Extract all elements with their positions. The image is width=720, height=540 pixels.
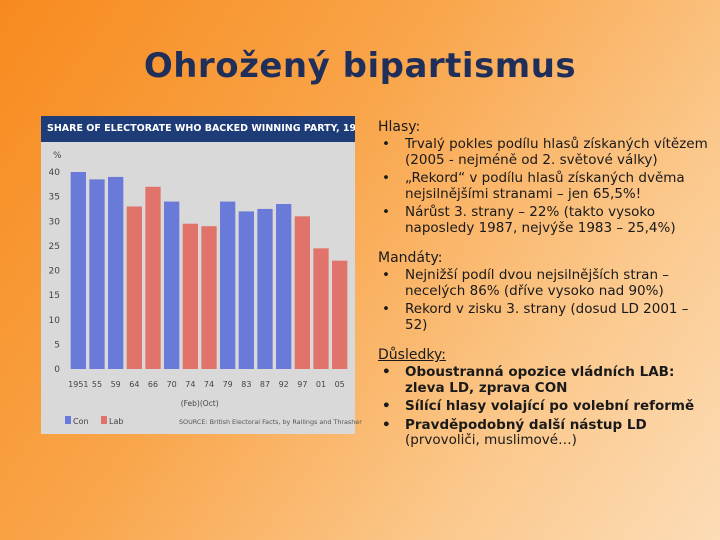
list-item: Pravděpodobný další nástup LD(prvovoliči… [378, 416, 708, 449]
bar [294, 216, 310, 369]
x-tick-label: 92 [279, 380, 289, 389]
y-tick-label: 25 [49, 242, 60, 252]
bar [145, 186, 161, 369]
x-tick-label: 55 [92, 380, 102, 389]
x-tick-label: 97 [297, 380, 307, 389]
chart-title: SHARE OF ELECTORATE WHO BACKED WINNING P… [41, 116, 355, 142]
legend-swatch [65, 416, 71, 424]
list-item-text: Pravděpodobný další nástup LD [405, 416, 647, 433]
legend-swatch [101, 416, 107, 424]
list-item: Trvalý pokles podílu hlasů získaných vít… [378, 136, 708, 168]
x-tick-label: 59 [111, 380, 121, 389]
list-item: Nárůst 3. strany – 22% (takto vysoko nap… [378, 204, 708, 236]
bar [332, 260, 348, 369]
x-tick-label: 74 [185, 380, 195, 389]
x-tick-label: 70 [167, 380, 177, 389]
section-title-mandaty: Mandáty: [378, 250, 443, 266]
chart-source: SOURCE: British Electoral Facts, by Rall… [179, 418, 362, 426]
y-tick-label: 10 [49, 316, 61, 326]
x-tick-label: 83 [241, 380, 251, 389]
x-axis-note: (Feb)(Oct) [181, 399, 219, 408]
section-dusledky: Důsledky: Oboustranná opozice vládních L… [378, 347, 708, 449]
x-tick-label: 64 [129, 380, 139, 389]
y-axis-label: % [53, 151, 62, 161]
x-tick-label: 79 [223, 380, 233, 389]
y-tick-label: 40 [49, 168, 61, 178]
list-item: Sílící hlasy volající po volební reformě [378, 398, 708, 415]
bar [220, 201, 236, 369]
x-tick-label: 1951 [68, 380, 88, 389]
text-content: Hlasy: Trvalý pokles podílu hlasů získan… [378, 119, 708, 463]
y-tick-label: 35 [49, 193, 60, 203]
legend-label: Lab [109, 417, 123, 426]
legend-label: Con [73, 417, 89, 426]
list-item: Nejnižší podíl dvou nejsilnějších stran … [378, 267, 708, 299]
x-tick-label: 87 [260, 380, 270, 389]
list-item-note: (prvovoliči, muslimové…) [405, 432, 577, 448]
bar [164, 201, 180, 369]
y-tick-label: 30 [49, 217, 61, 227]
list-item: Rekord v zisku 3. strany (dosud LD 2001 … [378, 301, 708, 333]
bar [257, 208, 273, 369]
section-hlasy: Hlasy: Trvalý pokles podílu hlasů získan… [378, 119, 708, 236]
slide-title: Ohrožený bipartismus [143, 46, 577, 86]
bar [126, 206, 142, 369]
x-tick-label: 05 [335, 380, 345, 389]
bar [89, 179, 105, 369]
bar [313, 248, 329, 369]
x-tick-label: 74 [204, 380, 214, 389]
bar [201, 226, 217, 369]
section-mandaty: Mandáty: Nejnižší podíl dvou nejsilnější… [378, 250, 708, 333]
chart: % 0 5 10 15 20 25 30 35 40 1951 55 59 64 66 70 74 74 79 83 8… [41, 116, 362, 434]
bar [182, 223, 198, 369]
bar [108, 176, 124, 369]
x-tick-label: 01 [316, 380, 326, 389]
bar [238, 211, 254, 369]
section-title-hlasy: Hlasy: [378, 119, 421, 135]
list-item: Oboustranná opozice vládních LAB: zleva … [378, 364, 708, 396]
x-tick-label: 66 [148, 380, 158, 389]
y-tick-label: 0 [54, 365, 60, 375]
y-tick-label: 5 [54, 340, 60, 350]
section-title-dusledky: Důsledky: [378, 347, 446, 363]
bar [70, 172, 86, 369]
y-tick-label: 15 [49, 291, 60, 301]
list-item: „Rekord“ v podílu hlasů získaných dvěma … [378, 170, 708, 202]
y-tick-label: 20 [49, 267, 61, 277]
bar [276, 204, 292, 369]
